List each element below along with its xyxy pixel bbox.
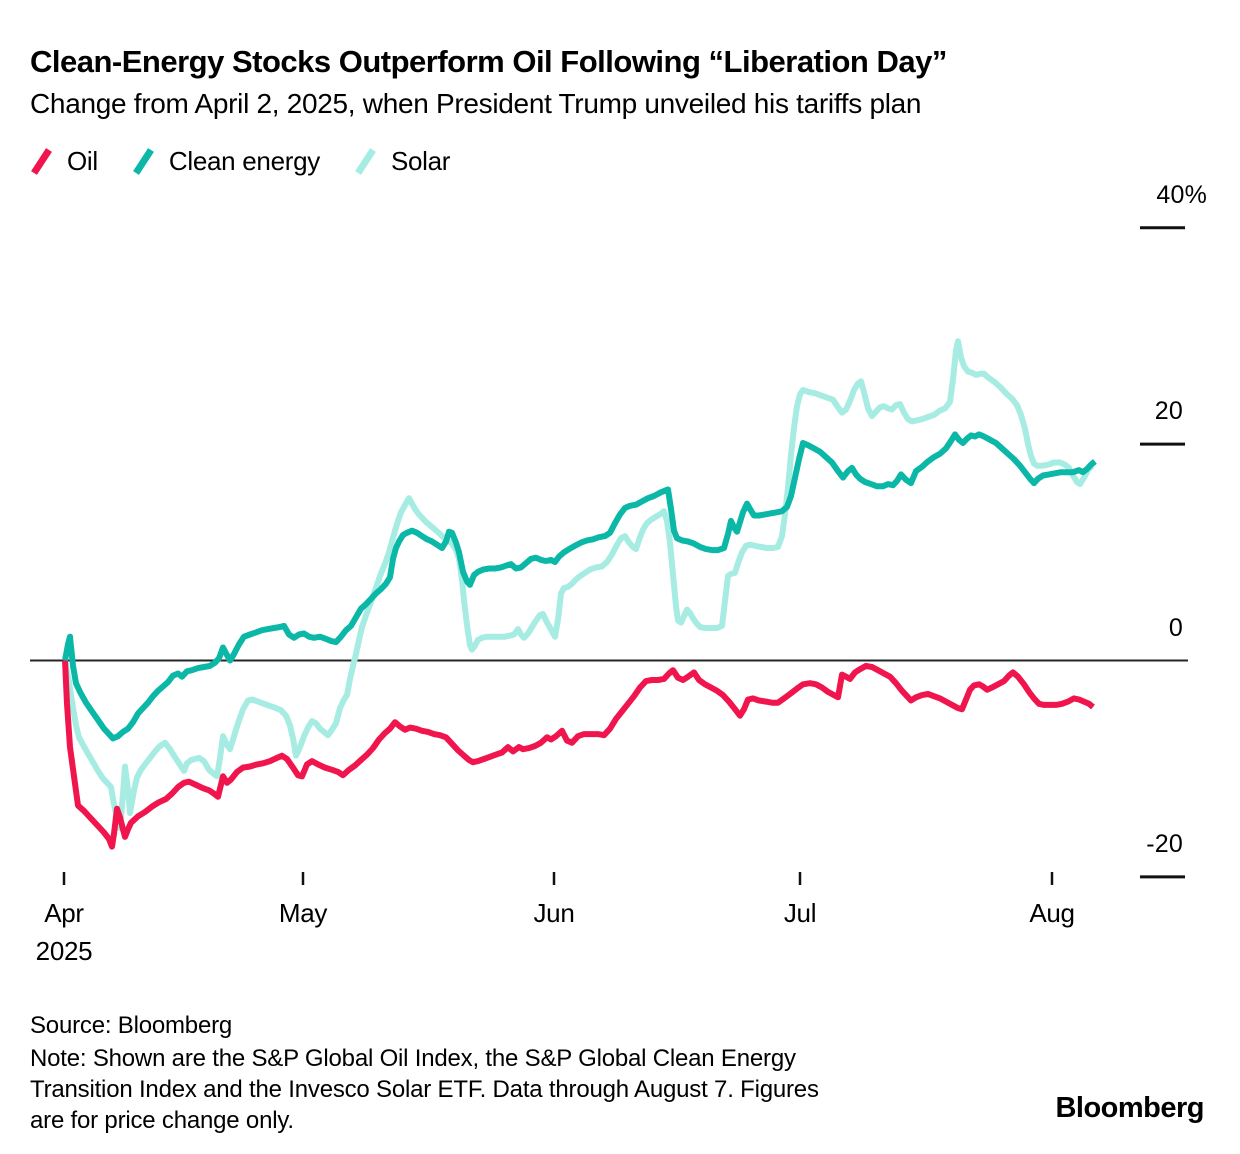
legend-label-clean-energy: Clean energy — [168, 146, 320, 176]
x-axis-label-aug: Aug — [1029, 898, 1075, 928]
note-line: Transition Index and the Invesco Solar E… — [30, 1076, 819, 1103]
bloomberg-logo: Bloomberg — [1055, 1092, 1204, 1124]
solar-line-swatch-icon — [355, 148, 376, 175]
legend-item-oil: Oil — [30, 146, 98, 177]
chart-title: Clean-Energy Stocks Outperform Oil Follo… — [30, 44, 947, 79]
series-line-solar — [62, 338, 1095, 832]
x-axis-label-jun: Jun — [533, 898, 575, 928]
legend-item-solar: Solar — [354, 146, 450, 177]
series-line-clean_energy — [62, 431, 1097, 742]
legend-label-oil: Oil — [67, 146, 98, 176]
chart-subtitle: Change from April 2, 2025, when Presiden… — [30, 88, 922, 119]
oil-line-swatch-icon — [31, 148, 52, 175]
note-text: Note: Shown are the S&P Global Oil Index… — [30, 1043, 819, 1136]
y-axis-label: 40% — [1156, 180, 1207, 209]
x-axis-year-label: 2025 — [35, 936, 93, 966]
clean-energy-line-swatch-icon — [132, 148, 154, 175]
legend: Oil Clean energy Solar — [30, 146, 450, 177]
y-axis-label: 0 — [1168, 613, 1183, 642]
y-axis-label: -20 — [1146, 829, 1183, 858]
x-axis-label-apr: Apr — [44, 898, 84, 928]
source-text: Source: Bloomberg — [30, 1012, 233, 1039]
legend-label-solar: Solar — [390, 146, 451, 176]
x-axis-label-may: May — [278, 898, 328, 928]
x-axis-label-jul: Jul — [783, 898, 817, 928]
y-axis-label: 20 — [1154, 397, 1183, 426]
note-line: are for price change only. — [30, 1107, 294, 1134]
note-line: Note: Shown are the S&P Global Oil Index… — [30, 1045, 796, 1072]
legend-item-clean-energy: Clean energy — [132, 146, 320, 177]
series-line-oil — [62, 660, 1095, 850]
